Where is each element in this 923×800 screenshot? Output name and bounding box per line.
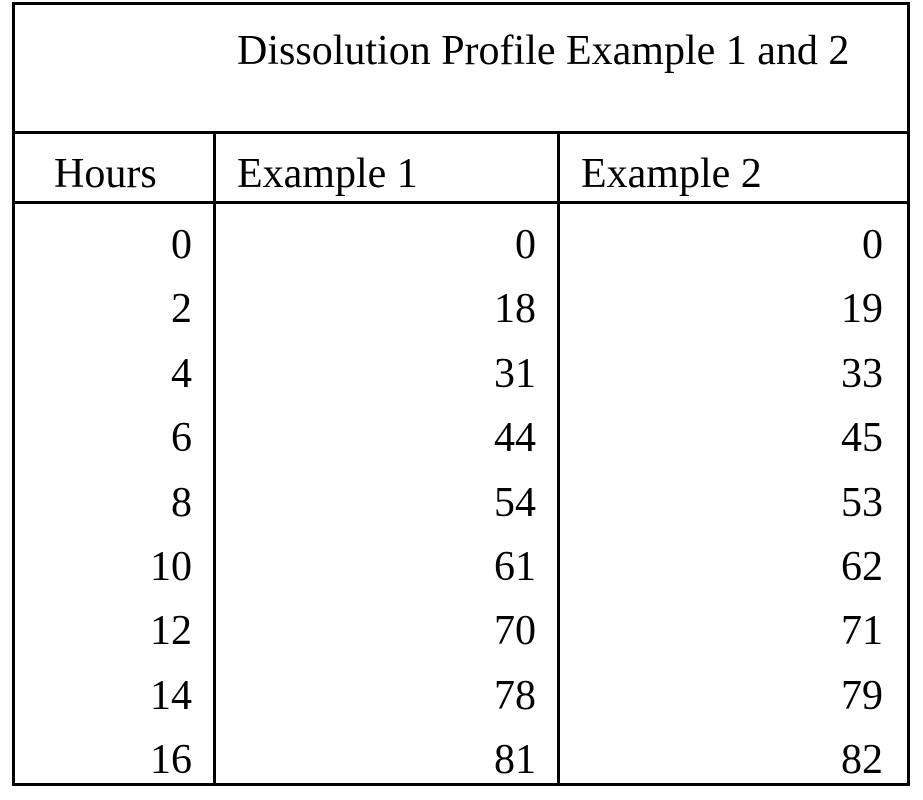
table-row: 12 70 71 (15, 603, 907, 667)
cell-example-2: 82 (560, 732, 883, 788)
header-example-1: Example 1 (237, 150, 418, 198)
cell-hours: 2 (15, 281, 192, 337)
table-title: Dissolution Profile Example 1 and 2 (237, 27, 877, 75)
table-row: 2 18 19 (15, 281, 907, 345)
cell-hours: 16 (15, 732, 192, 788)
cell-example-1: 0 (216, 217, 536, 273)
table-row: 16 81 82 (15, 732, 907, 796)
cell-hours: 0 (15, 217, 192, 273)
cell-example-1: 81 (216, 732, 536, 788)
cell-example-2: 71 (560, 603, 883, 659)
cell-hours: 6 (15, 410, 192, 466)
cell-example-1: 18 (216, 281, 536, 337)
table-row: 10 61 62 (15, 539, 907, 603)
table-title-row: Dissolution Profile Example 1 and 2 (15, 5, 907, 134)
dissolution-table: Dissolution Profile Example 1 and 2 Hour… (12, 2, 910, 786)
cell-hours: 14 (15, 668, 192, 724)
cell-hours: 4 (15, 346, 192, 402)
cell-example-1: 78 (216, 668, 536, 724)
cell-example-2: 33 (560, 346, 883, 402)
table-row: 0 0 0 (15, 217, 907, 281)
cell-hours: 10 (15, 539, 192, 595)
cell-example-2: 0 (560, 217, 883, 273)
cell-example-1: 61 (216, 539, 536, 595)
table-row: 6 44 45 (15, 410, 907, 474)
cell-example-2: 45 (560, 410, 883, 466)
cell-example-1: 54 (216, 475, 536, 531)
cell-example-1: 70 (216, 603, 536, 659)
cell-example-1: 44 (216, 410, 536, 466)
table-row: 8 54 53 (15, 475, 907, 539)
cell-example-2: 62 (560, 539, 883, 595)
table-row: 4 31 33 (15, 346, 907, 410)
cell-example-2: 53 (560, 475, 883, 531)
header-hours: Hours (54, 150, 157, 198)
cell-example-1: 31 (216, 346, 536, 402)
cell-hours: 12 (15, 603, 192, 659)
header-divider (15, 201, 907, 204)
table-body: 0 0 0 2 18 19 4 31 33 6 44 45 8 54 53 10… (15, 217, 907, 797)
cell-hours: 8 (15, 475, 192, 531)
cell-example-2: 19 (560, 281, 883, 337)
header-example-2: Example 2 (581, 150, 762, 198)
cell-example-2: 79 (560, 668, 883, 724)
table-row: 14 78 79 (15, 668, 907, 732)
